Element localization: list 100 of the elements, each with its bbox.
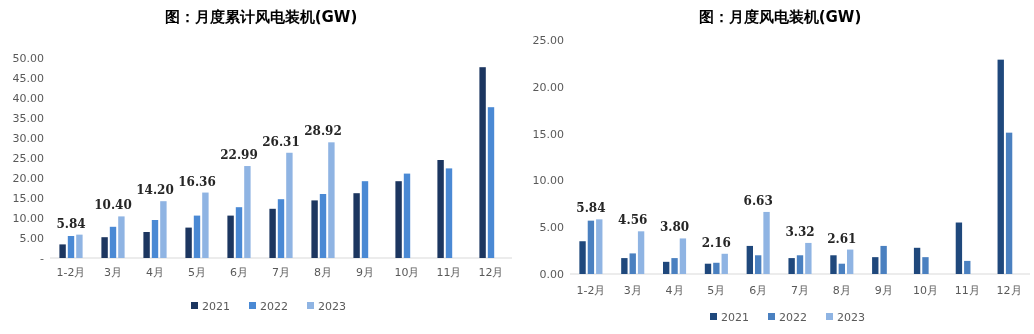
- data-label: 10.40: [94, 198, 132, 213]
- legend-label: 2021: [721, 311, 749, 324]
- bar: [805, 242, 812, 274]
- data-label: 22.99: [220, 148, 258, 163]
- bar: [160, 201, 167, 258]
- bar: [235, 207, 243, 258]
- data-label: 5.84: [576, 201, 606, 216]
- x-tick-label: 4月: [665, 284, 684, 297]
- bar: [143, 232, 150, 258]
- x-tick-label: 12月: [996, 284, 1022, 297]
- bar: [830, 255, 837, 274]
- x-tick-label: 10月: [912, 284, 938, 297]
- data-label: 14.20: [136, 183, 174, 198]
- bar: [671, 258, 678, 274]
- bar: [755, 255, 762, 274]
- bar: [445, 168, 453, 258]
- bar: [704, 263, 712, 274]
- data-label: 2.61: [827, 231, 857, 246]
- y-tick-label: 45.00: [12, 72, 44, 85]
- x-tick-label: 5月: [188, 266, 206, 279]
- bar: [202, 192, 209, 258]
- bar: [479, 67, 486, 258]
- bar: [244, 166, 251, 258]
- y-tick-label: 35.00: [12, 112, 44, 125]
- bar: [796, 255, 804, 274]
- x-tick-label: 1-2月: [576, 284, 606, 297]
- data-label: 3.32: [785, 224, 815, 239]
- x-tick-label: 3月: [623, 284, 642, 297]
- bar: [109, 226, 117, 258]
- x-tick-label: 5月: [707, 284, 726, 297]
- y-tick-label: 25.00: [532, 34, 564, 47]
- bar: [913, 247, 921, 274]
- y-tick-label: 10.00: [12, 212, 44, 225]
- data-label: 26.31: [262, 134, 300, 149]
- x-tick-label: 10月: [394, 266, 420, 279]
- data-label: 6.63: [743, 193, 773, 208]
- bar: [67, 236, 75, 258]
- bar: [1005, 132, 1013, 274]
- bar: [151, 220, 159, 258]
- bar: [579, 241, 586, 274]
- y-tick-label: 25.00: [12, 152, 44, 165]
- bar: [713, 262, 720, 274]
- x-tick-label: 7月: [791, 284, 809, 297]
- bar: [621, 258, 628, 274]
- bar: [596, 219, 603, 274]
- data-label: 2.16: [701, 235, 731, 250]
- bar: [955, 222, 963, 274]
- bar: [637, 231, 645, 274]
- legend-label: 2023: [318, 300, 346, 313]
- bar: [59, 244, 66, 258]
- x-tick-label: 11月: [436, 266, 462, 279]
- bar: [437, 160, 444, 258]
- data-label: 4.56: [618, 213, 648, 228]
- bar: [328, 142, 335, 258]
- bar: [872, 257, 879, 274]
- y-tick-label: 20.00: [532, 80, 564, 94]
- bar: [788, 258, 795, 274]
- bar: [395, 181, 402, 258]
- bar: [319, 194, 327, 258]
- data-label: 5.84: [56, 216, 86, 231]
- bar: [286, 152, 293, 258]
- bar: [311, 200, 318, 258]
- x-tick-label: 3月: [104, 266, 122, 279]
- y-tick-label: 40.00: [12, 92, 44, 105]
- bar: [277, 199, 285, 258]
- legend-label: 2022: [779, 311, 807, 324]
- legend-label: 2023: [837, 311, 865, 324]
- bar: [880, 245, 887, 274]
- bar: [746, 245, 753, 274]
- x-tick-label: 6月: [749, 284, 768, 297]
- legend-label: 2022: [260, 300, 288, 313]
- x-tick-label: 8月: [832, 284, 851, 297]
- x-tick-label: 7月: [272, 266, 290, 279]
- y-tick-label: 20.00: [12, 172, 44, 185]
- bar: [185, 227, 192, 258]
- bar: [763, 211, 770, 274]
- bar: [997, 59, 1004, 274]
- bar: [101, 237, 108, 258]
- legend-label: 2021: [202, 300, 230, 313]
- x-tick-label: 9月: [874, 284, 893, 297]
- bar: [353, 193, 360, 258]
- chart-title: 图：月度累计风电装机(GW): [164, 8, 358, 26]
- x-tick-label: 1-2月: [56, 266, 86, 279]
- bar: [679, 238, 687, 274]
- x-tick-label: 8月: [314, 266, 332, 279]
- bar: [193, 215, 201, 258]
- y-tick-label: 30.00: [12, 132, 44, 145]
- y-tick-label: 15.00: [12, 192, 44, 205]
- bar: [721, 253, 728, 274]
- bar: [964, 260, 971, 274]
- bar: [487, 107, 495, 258]
- y-tick-label: 10.00: [532, 174, 564, 188]
- x-tick-label: 12月: [478, 266, 504, 279]
- x-tick-label: 9月: [356, 266, 374, 279]
- bar: [922, 257, 929, 274]
- bar: [361, 181, 369, 258]
- y-tick-label: 15.00: [532, 127, 564, 141]
- bar: [663, 261, 670, 274]
- x-tick-label: 4月: [146, 266, 164, 279]
- x-tick-label: 6月: [230, 266, 248, 279]
